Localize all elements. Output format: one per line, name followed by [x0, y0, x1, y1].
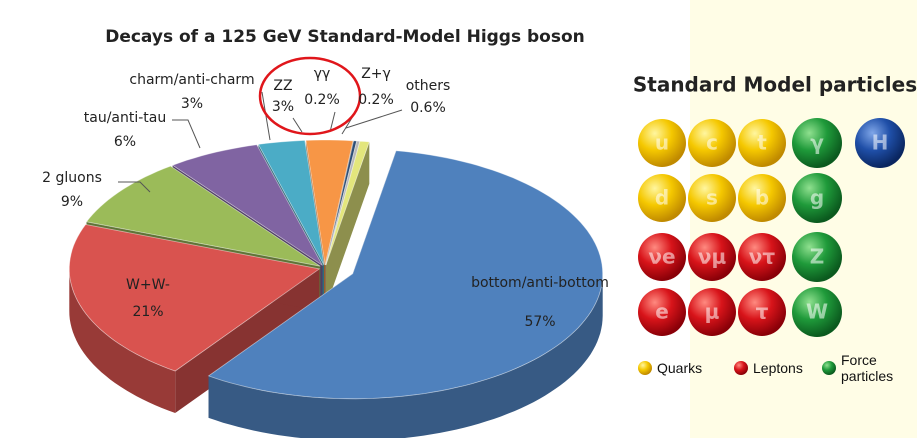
slice: [305, 139, 354, 266]
slice-value-label: 21%: [132, 304, 163, 320]
particle-symbol: u: [655, 131, 669, 155]
particle-symbol: τ: [756, 300, 769, 324]
particle-ball: [638, 233, 686, 281]
slice-face: [325, 141, 370, 307]
slice-value-label: 6%: [114, 134, 136, 150]
particle-ball: [792, 287, 842, 337]
particle-ball: [688, 233, 736, 281]
slice-value-label: 0.2%: [358, 92, 394, 108]
slice-label: tau/anti-tau: [84, 110, 166, 126]
legend-label: Force particles: [841, 352, 894, 384]
particle-symbol: d: [655, 186, 669, 210]
legend-marker: [734, 361, 748, 375]
higgs-ball: [855, 118, 905, 168]
slice-label: 2 gluons: [42, 170, 102, 186]
slice-label: γγ: [314, 66, 331, 82]
slice-value-label: 0.2%: [304, 92, 340, 108]
particle-symbol: t: [757, 131, 767, 155]
particle-symbol: W: [806, 300, 828, 324]
particle-ball: [638, 119, 686, 167]
chart-title: Decays of a 125 GeV Standard-Model Higgs…: [105, 27, 585, 47]
particle-symbol: H: [872, 131, 889, 155]
particle-symbol: c: [706, 131, 718, 155]
slice-side: [69, 268, 176, 413]
particle-ball: [738, 119, 786, 167]
slice-label: W+W-: [126, 277, 170, 293]
slice: [207, 150, 604, 400]
slice: [171, 144, 323, 266]
particle-grid: u c t γ d s b g νe νμ ντ Ze μ τ W H: [638, 118, 905, 375]
particle-ball: [792, 118, 842, 168]
slice: [68, 224, 321, 372]
legend-label: Leptons: [753, 360, 803, 376]
slice: [257, 139, 325, 266]
pie: [68, 139, 604, 438]
particle-ball: [738, 288, 786, 336]
slice-label: others: [406, 78, 451, 94]
slice: [325, 140, 370, 266]
leader-line: [292, 117, 303, 133]
leader-lines: [118, 91, 403, 193]
legend-label: Quarks: [657, 360, 703, 376]
particle-symbol: γ: [810, 131, 824, 155]
particle-ball: [738, 174, 786, 222]
leader-line: [118, 181, 151, 193]
slice-label: bottom/anti-bottom: [471, 275, 609, 291]
particle-ball: [688, 174, 736, 222]
particle-symbol: Z: [810, 245, 825, 269]
particle-symbol: s: [706, 186, 718, 210]
particle-ball: [638, 288, 686, 336]
particle-symbol: g: [810, 186, 824, 210]
slice: [85, 165, 321, 267]
particle-symbol: νμ: [698, 245, 727, 269]
slice-label: charm/anti-charm: [129, 72, 254, 88]
slice-value-label: 3%: [181, 96, 203, 112]
particle-ball: [688, 288, 736, 336]
panel-title: Standard Model particles: [633, 73, 917, 97]
legend-marker: [638, 361, 652, 375]
legend-marker: [822, 361, 836, 375]
particle-ball: [688, 119, 736, 167]
slice-value-label: 0.6%: [410, 100, 446, 116]
particle-symbol: b: [755, 186, 769, 210]
slice-label: ZZ: [273, 78, 292, 94]
slice-value-label: 3%: [272, 99, 294, 115]
particle-symbol: ντ: [749, 245, 776, 269]
particle-symbol: e: [655, 300, 669, 324]
leader-line: [345, 109, 403, 129]
slice-value-label: 9%: [61, 194, 83, 210]
particle-symbol: μ: [705, 300, 720, 324]
highlight-circle: [258, 56, 362, 136]
slice-value-label: 57%: [524, 314, 555, 330]
slice-label: Z+γ: [361, 66, 391, 82]
particle-ball: [792, 232, 842, 282]
particle-symbol: νe: [648, 245, 675, 269]
particle-ball: [792, 173, 842, 223]
particle-ball: [638, 174, 686, 222]
leader-line: [329, 111, 336, 133]
particle-ball: [738, 233, 786, 281]
leader-line: [172, 119, 201, 149]
